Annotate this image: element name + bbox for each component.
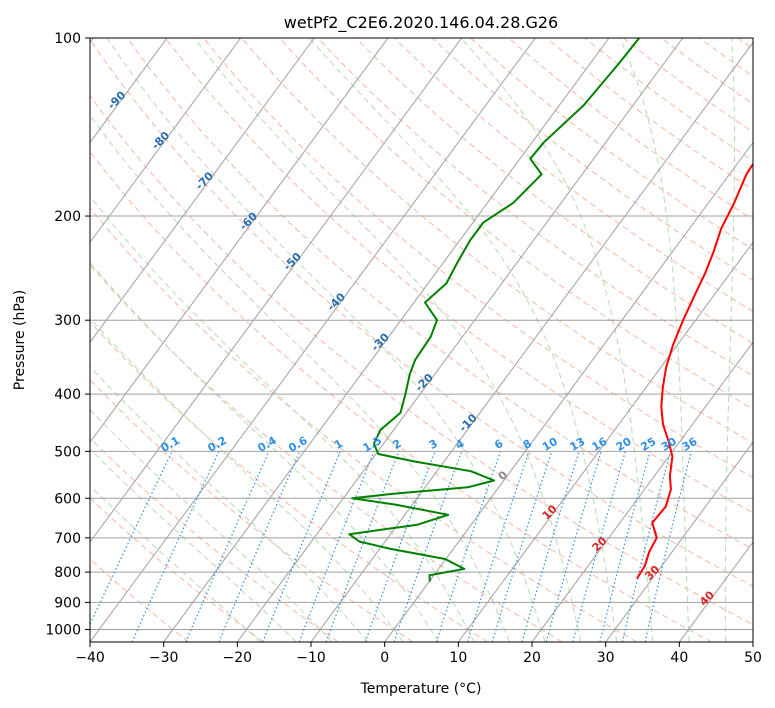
- y-tick-label: 300: [54, 313, 81, 329]
- moist-adiabat: [90, 485, 261, 642]
- moist-adiabat: [309, 38, 618, 642]
- y-tick-label: 1000: [45, 622, 81, 638]
- isotherm-line: [236, 38, 684, 642]
- moist-adiabat: [460, 38, 654, 642]
- dry-adiabat: [393, 38, 753, 313]
- moist-adiabat: [193, 38, 582, 642]
- moist-adiabat: [106, 38, 546, 642]
- x-tick-label: 20: [523, 650, 541, 666]
- moist-adiabat: [619, 38, 690, 642]
- isotherm-line: [90, 38, 315, 344]
- x-tick-label: −20: [223, 650, 253, 666]
- x-axis: −40 −30 −20 −10 0 10 20 30 40 50: [75, 642, 762, 666]
- x-tick-label: −40: [75, 650, 105, 666]
- x-axis-label: Temperature (°C): [360, 681, 482, 697]
- isotherm-line: [310, 41, 753, 642]
- dry-adiabat: [90, 150, 712, 642]
- mixing-ratio-line: [466, 451, 530, 642]
- y-tick-label: 700: [54, 531, 81, 547]
- moist-adiabat: [90, 261, 439, 642]
- x-tick-label: 40: [670, 650, 688, 666]
- dry-adiabat: [126, 38, 753, 550]
- plot-area: 0.10.20.40.611.52346810131620253036-100-…: [90, 38, 753, 642]
- isotherms: [90, 38, 753, 642]
- y-axis-label: Pressure (hPa): [12, 290, 28, 390]
- mixing-ratio-line: [131, 451, 220, 642]
- dry-adiabat: [241, 38, 753, 444]
- temperature-line: [636, 162, 753, 580]
- isotherm-line: [90, 38, 536, 642]
- mixing-ratio-line: [621, 451, 672, 642]
- y-tick-label: 100: [54, 31, 81, 47]
- dry-adiabat: [90, 379, 414, 642]
- mixing-ratio-line: [185, 451, 270, 642]
- x-tick-label: 50: [744, 650, 762, 666]
- x-tick-label: 10: [449, 650, 467, 666]
- isobars: [90, 38, 753, 630]
- y-tick-label: 400: [54, 387, 81, 403]
- moist-adiabat: [90, 365, 369, 642]
- dewpoint-line: [348, 38, 640, 582]
- dry-adiabat: [90, 321, 488, 642]
- isotherm-line: [457, 241, 753, 642]
- chart-title: wetPf2_C2E6.2020.146.04.28.G26: [284, 13, 558, 33]
- mixing-ratio-line: [545, 451, 602, 642]
- dry-adiabat: [203, 38, 753, 479]
- mixing-ratio-line: [521, 451, 580, 642]
- moist-adiabats: [90, 38, 735, 642]
- y-tick-label: 800: [54, 565, 81, 581]
- moist-adiabat: [90, 409, 333, 642]
- mixing-ratio-line: [218, 451, 301, 642]
- y-tick-label: 600: [54, 491, 81, 507]
- moist-adiabat: [90, 448, 297, 642]
- x-tick-label: −30: [149, 650, 179, 666]
- mixing-ratio-line: [393, 451, 463, 642]
- isotherm-line: [605, 441, 753, 642]
- plot-frame: [89, 37, 754, 643]
- x-tick-label: 0: [380, 650, 389, 666]
- dry-adiabat: [546, 38, 753, 191]
- dry-adiabat: [90, 497, 264, 642]
- y-tick-label: 900: [54, 595, 81, 611]
- dry-adiabat: [90, 38, 753, 588]
- dry-adiabat: [584, 38, 753, 162]
- mixing-ratio-line: [599, 451, 651, 642]
- moist-adiabat: [90, 114, 510, 642]
- y-tick-label: 200: [54, 209, 81, 225]
- isotherm-line: [90, 38, 242, 244]
- mixing-ratio-line: [572, 451, 627, 642]
- dry-adiabat: [90, 207, 638, 642]
- moist-adiabat: [724, 38, 735, 642]
- mixing-ratio-line: [364, 451, 436, 642]
- x-tick-label: −10: [296, 650, 326, 666]
- sounding-series: [348, 38, 753, 582]
- moist-adiabat: [90, 317, 404, 642]
- isotherm-line: [531, 341, 753, 642]
- isotherm-line: [384, 141, 753, 642]
- mixing-ratio-line: [644, 451, 692, 642]
- dry-adiabat: [317, 38, 753, 377]
- isotherm-line: [90, 38, 463, 543]
- dry-adiabat: [355, 38, 753, 344]
- mixing-ratio-lines: [90, 451, 692, 642]
- x-tick-label: 30: [597, 650, 615, 666]
- mixing-ratio-line: [435, 451, 502, 642]
- dry-adiabat: [164, 38, 753, 514]
- isotherm-line: [163, 38, 610, 642]
- isotherm-line: [90, 38, 168, 144]
- mixing-ratio-line: [90, 451, 173, 626]
- y-tick-label: 500: [54, 444, 81, 460]
- mixing-ratio-line: [491, 451, 553, 642]
- y-axis: 100 200 300 400 500 600 700 800 900 1000: [45, 31, 90, 638]
- isotherm-line: [90, 38, 389, 444]
